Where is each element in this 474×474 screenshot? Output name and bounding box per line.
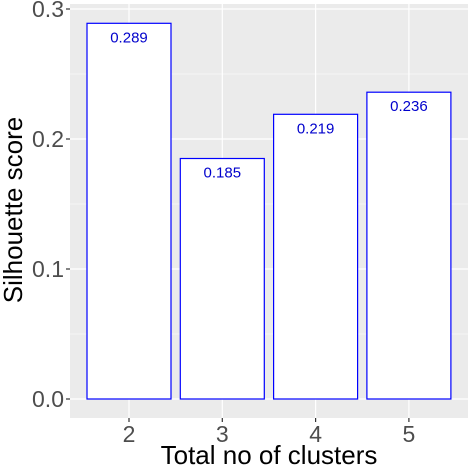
bar-4 (273, 113, 359, 400)
y-tick-label: 0.1 (32, 256, 64, 282)
bars (86, 22, 452, 400)
x-tick-label: 3 (216, 421, 229, 447)
y-tick-label: 0.0 (32, 386, 64, 412)
x-tick-label: 2 (123, 421, 136, 447)
y-tick-label: 0.3 (32, 0, 64, 22)
data-label-2: 0.289 (110, 29, 148, 46)
data-label-5: 0.236 (390, 98, 428, 115)
bar-2 (86, 22, 172, 400)
data-labels: 0.289 0.185 0.219 0.236 (110, 29, 427, 181)
x-tick-label: 4 (309, 421, 322, 447)
bar-5 (366, 91, 452, 400)
x-tick-label: 5 (403, 421, 416, 447)
y-tick-label: 0.2 (32, 126, 64, 152)
x-axis-title: Total no of clusters (161, 440, 378, 470)
bar-3 (179, 157, 265, 400)
data-label-4: 0.219 (297, 120, 335, 137)
y-axis-title: Silhouette score (0, 117, 28, 303)
data-label-3: 0.185 (204, 165, 242, 182)
axes: 0.0 0.1 0.2 0.3 2 3 4 5 (32, 0, 415, 447)
